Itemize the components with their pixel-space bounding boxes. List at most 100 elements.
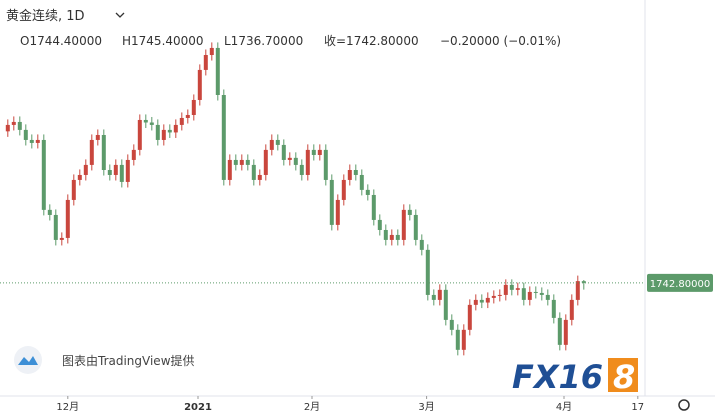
candle-body xyxy=(383,229,388,240)
logo-icon xyxy=(18,356,38,365)
candle-body xyxy=(539,292,544,295)
candle-body xyxy=(413,214,418,240)
candle-body xyxy=(359,174,364,190)
watermark-accent: 8 xyxy=(613,358,635,396)
candle-body xyxy=(425,249,430,295)
candle-body xyxy=(53,214,58,240)
candle-body xyxy=(101,134,106,170)
candle-body xyxy=(107,169,112,175)
candle-body xyxy=(335,199,340,225)
ohlc-header: H1745.40000 xyxy=(122,34,204,48)
candle-body xyxy=(401,209,406,240)
candle-body xyxy=(5,124,10,132)
candle-body xyxy=(155,124,160,140)
candle-body xyxy=(221,94,226,180)
x-tick-label: 4月 xyxy=(556,401,572,413)
x-tick-label: 2021 xyxy=(184,402,212,413)
candle-body xyxy=(545,294,550,300)
candle-body xyxy=(563,319,568,345)
watermark: FX16 8 xyxy=(512,358,638,396)
settings-icon[interactable] xyxy=(678,399,690,411)
candle-body xyxy=(485,297,490,303)
candle-body xyxy=(419,239,424,250)
candle-body xyxy=(257,174,262,180)
x-tick-label: 17 xyxy=(631,402,644,413)
candle-body xyxy=(437,289,442,300)
candle-body xyxy=(473,299,478,305)
last-price-label: 1742.80000 xyxy=(650,279,710,290)
candle-body xyxy=(371,194,376,220)
candle-body xyxy=(209,47,214,56)
ohlc-header: L1736.70000 xyxy=(224,34,303,48)
candle-body xyxy=(125,159,130,182)
candle-body xyxy=(551,299,556,318)
chevron xyxy=(115,12,125,18)
candle-body xyxy=(389,234,394,240)
candle-body xyxy=(71,179,76,200)
ohlc-header: 收=1742.80000 xyxy=(324,34,419,48)
x-tick-label: 12月 xyxy=(56,401,79,413)
candle-body xyxy=(95,134,100,140)
candle-body xyxy=(527,291,532,300)
candle-body xyxy=(227,159,232,180)
candle-body xyxy=(557,317,562,345)
candle-body xyxy=(299,164,304,175)
gear[interactable] xyxy=(678,399,690,411)
candle-body xyxy=(17,121,22,130)
candle-body xyxy=(35,139,40,143)
candle-body xyxy=(113,164,118,175)
candle-body xyxy=(269,139,274,150)
candle-body xyxy=(203,55,208,70)
candle-body xyxy=(461,329,466,350)
candle-body xyxy=(251,164,256,180)
candle-body xyxy=(317,149,322,155)
candle-body xyxy=(353,169,358,175)
candle-body xyxy=(479,299,484,303)
candle-body xyxy=(275,139,280,145)
candle-body xyxy=(443,289,448,320)
candle-body xyxy=(59,237,64,240)
candle-body xyxy=(239,159,244,165)
candle-body xyxy=(263,149,268,175)
candle-body xyxy=(119,164,124,182)
watermark-box xyxy=(608,358,638,392)
candle-body xyxy=(47,209,52,215)
candle-body xyxy=(365,189,370,195)
candle-body xyxy=(581,281,586,283)
candle-body xyxy=(143,119,148,123)
ohlc-header: O1744.40000 xyxy=(20,34,102,48)
candle-body xyxy=(293,157,298,165)
candle-body xyxy=(431,294,436,300)
x-tick-label: 3月 xyxy=(418,401,434,413)
candle-body xyxy=(311,149,316,155)
candle-body xyxy=(191,99,196,115)
candle-body xyxy=(137,119,142,150)
candle-body xyxy=(41,139,46,210)
candle-body xyxy=(449,319,454,330)
candle-body xyxy=(65,199,70,238)
candle-body xyxy=(377,219,382,230)
attribution: 图表由TradingView提供 xyxy=(62,353,195,368)
candle-body xyxy=(497,294,502,296)
logo-badge xyxy=(14,346,42,374)
candle-body xyxy=(161,129,166,140)
candle-body xyxy=(29,139,34,143)
candle-body xyxy=(131,149,136,160)
candle-body xyxy=(521,288,526,300)
candle-body xyxy=(185,114,190,118)
x-tick-label: 2月 xyxy=(304,401,320,413)
candle-body xyxy=(407,209,412,215)
candle-body xyxy=(515,288,520,290)
candle-body xyxy=(503,284,508,295)
candle-body xyxy=(533,291,538,293)
candle-body xyxy=(569,299,574,320)
candle-body xyxy=(215,47,220,95)
candle-body xyxy=(467,304,472,330)
candle-body xyxy=(179,117,184,125)
candle-body xyxy=(11,121,16,125)
candle-body xyxy=(173,124,178,133)
candle-body xyxy=(149,122,154,125)
candle-body xyxy=(23,129,28,140)
